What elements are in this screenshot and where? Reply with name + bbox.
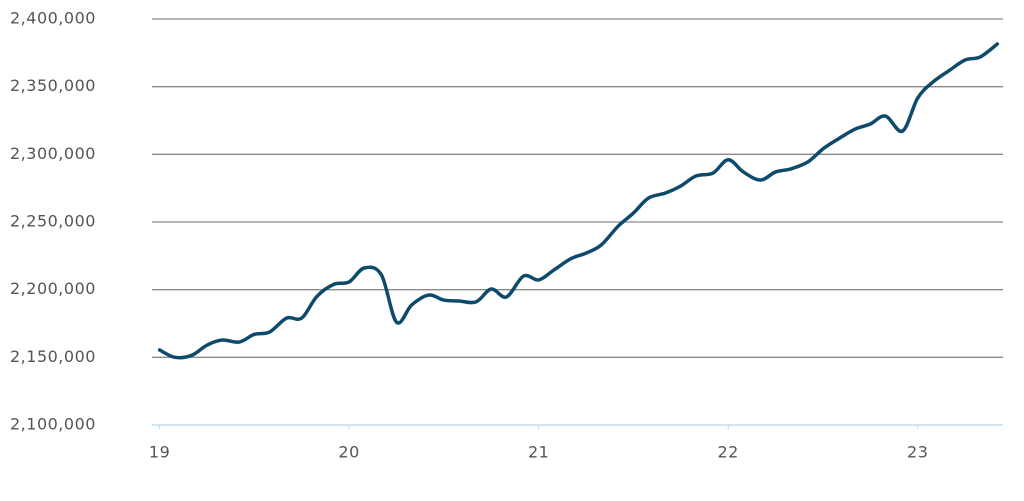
y-tick-label: 2,100,000 [10, 415, 96, 434]
y-tick-label: 2,350,000 [10, 76, 96, 95]
x-tick-label: 20 [338, 443, 359, 462]
x-tick-label: 19 [149, 443, 170, 462]
y-tick-label: 2,300,000 [10, 144, 96, 163]
y-tick-label: 2,250,000 [10, 212, 96, 231]
data-line [157, 42, 1000, 360]
y-tick-label: 2,150,000 [10, 347, 96, 366]
y-tick-label: 2,200,000 [10, 279, 96, 298]
x-tick-label: 22 [717, 443, 738, 462]
y-tick-label: 2,400,000 [10, 9, 96, 28]
x-tick-label: 21 [528, 443, 549, 462]
x-tick-label: 23 [907, 443, 928, 462]
